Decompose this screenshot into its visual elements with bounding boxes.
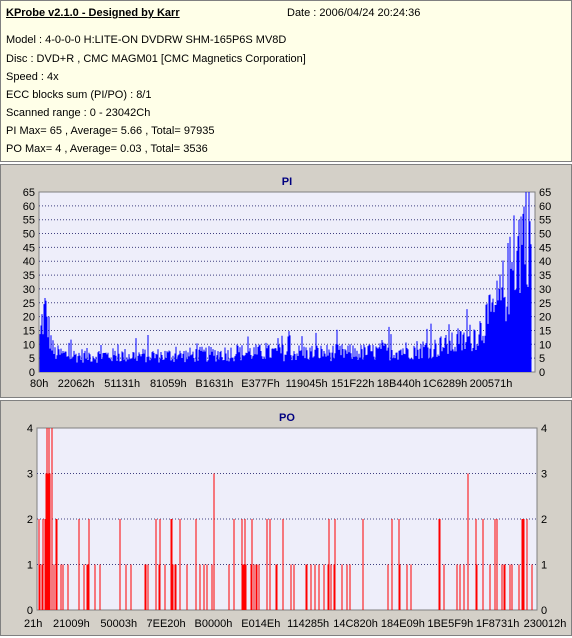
y-tick-label-right: 20 xyxy=(539,312,551,324)
x-tick-label: B1631h xyxy=(195,378,233,390)
info-scanned-range: Scanned range : 0 - 23042Ch xyxy=(6,107,151,119)
x-tick-label: 7EE20h xyxy=(147,618,186,630)
y-tick-label-left: 0 xyxy=(29,367,35,379)
y-tick-label-right: 50 xyxy=(539,229,551,241)
y-tick-label-left: 20 xyxy=(23,312,35,324)
y-tick-label-left: 50 xyxy=(23,229,35,241)
y-tick-label-left: 10 xyxy=(23,339,35,351)
x-tick-label: 1BE5F9h xyxy=(427,618,473,630)
y-tick-label-left: 4 xyxy=(27,423,33,435)
pi-chart-panel: PI 0 0 5 5 10 10 15 15 20 20 25 25 30 30 35 35 40 40 45 45 50… xyxy=(0,164,572,398)
x-tick-label: 22062h xyxy=(58,378,95,390)
info-speed: Speed : 4x xyxy=(6,71,59,83)
y-tick-label-right: 5 xyxy=(539,353,545,365)
x-tick-label: 151F22h xyxy=(331,378,374,390)
y-tick-label-left: 30 xyxy=(23,284,35,296)
y-tick-label-left: 60 xyxy=(23,201,35,213)
x-tick-label: 18B440h xyxy=(377,378,421,390)
x-tick-label: 230012h xyxy=(524,618,567,630)
info-disc: Disc : DVD+R , CMC MAGM01 [CMC Magnetics… xyxy=(6,53,306,65)
y-tick-label-left: 2 xyxy=(27,514,33,526)
info-ecc-sum: ECC blocks sum (PI/PO) : 8/1 xyxy=(6,89,152,101)
x-tick-label: 200571h xyxy=(470,378,513,390)
y-tick-label-left: 1 xyxy=(27,560,33,572)
po-chart-panel: PO 0 0 1 1 2 2 3 3 4 4 21h 21009h 50003h 7EE20h B0000h E… xyxy=(0,400,572,636)
y-tick-label-right: 0 xyxy=(539,367,545,379)
y-tick-label-right: 45 xyxy=(539,242,551,254)
x-tick-label: 51131h xyxy=(104,378,140,390)
x-tick-label: 50003h xyxy=(100,618,137,630)
info-panel: KProbe v2.1.0 - Designed by Karr Date : … xyxy=(0,0,572,162)
info-po-stats: PO Max= 4 , Average= 0.03 , Total= 3536 xyxy=(6,143,208,155)
x-tick-label: 114285h xyxy=(287,618,329,630)
y-tick-label-right: 3 xyxy=(541,469,547,481)
x-tick-label: E377Fh xyxy=(241,378,280,390)
chart-title: PO xyxy=(279,412,295,424)
x-tick-label: 184E09h xyxy=(381,618,425,630)
y-tick-label-left: 45 xyxy=(23,242,35,254)
x-tick-label: 1F8731h xyxy=(476,618,519,630)
y-tick-label-right: 10 xyxy=(539,339,551,351)
y-tick-label-right: 15 xyxy=(539,325,551,337)
y-tick-label-left: 65 xyxy=(23,187,35,199)
x-tick-label: 1C6289h xyxy=(423,378,468,390)
x-tick-label: B0000h xyxy=(194,618,232,630)
info-pi-stats: PI Max= 65 , Average= 5.66 , Total= 9793… xyxy=(6,125,215,137)
y-tick-label-right: 40 xyxy=(539,256,551,268)
y-tick-label-left: 5 xyxy=(29,353,35,365)
x-tick-label: 21h xyxy=(24,618,42,630)
y-tick-label-right: 30 xyxy=(539,284,551,296)
y-tick-label-right: 4 xyxy=(541,423,547,435)
y-tick-label-right: 55 xyxy=(539,215,551,227)
y-tick-label-left: 40 xyxy=(23,256,35,268)
y-tick-label-left: 0 xyxy=(27,605,33,617)
y-tick-label-right: 60 xyxy=(539,201,551,213)
x-tick-label: E014Eh xyxy=(241,618,280,630)
y-tick-label-right: 25 xyxy=(539,298,551,310)
y-tick-label-left: 15 xyxy=(23,325,35,337)
po-chart: PO 0 0 1 1 2 2 3 3 4 4 21h 21009h 50003h 7EE20h B0000h E… xyxy=(24,412,567,630)
y-tick-label-left: 35 xyxy=(23,270,35,282)
x-tick-label: 80h xyxy=(30,378,48,390)
y-tick-label-right: 65 xyxy=(539,187,551,199)
y-tick-label-right: 1 xyxy=(541,560,547,572)
chart-title: PI xyxy=(282,176,292,188)
app-title: KProbe v2.1.0 - Designed by Karr xyxy=(6,7,180,19)
y-tick-label-right: 0 xyxy=(541,605,547,617)
x-tick-label: 21009h xyxy=(53,618,90,630)
y-tick-label-left: 55 xyxy=(23,215,35,227)
y-tick-label-right: 35 xyxy=(539,270,551,282)
scan-date: Date : 2006/04/24 20:24:36 xyxy=(287,7,421,19)
info-model: Model : 4-0-0-0 H:LITE-ON DVDRW SHM-165P… xyxy=(6,34,287,46)
x-tick-label: 81059h xyxy=(150,378,187,390)
x-tick-label: 119045h xyxy=(286,378,328,390)
y-tick-label-left: 25 xyxy=(23,298,35,310)
x-tick-label: 14C820h xyxy=(333,618,378,630)
y-tick-label-right: 2 xyxy=(541,514,547,526)
y-tick-label-left: 3 xyxy=(27,469,33,481)
